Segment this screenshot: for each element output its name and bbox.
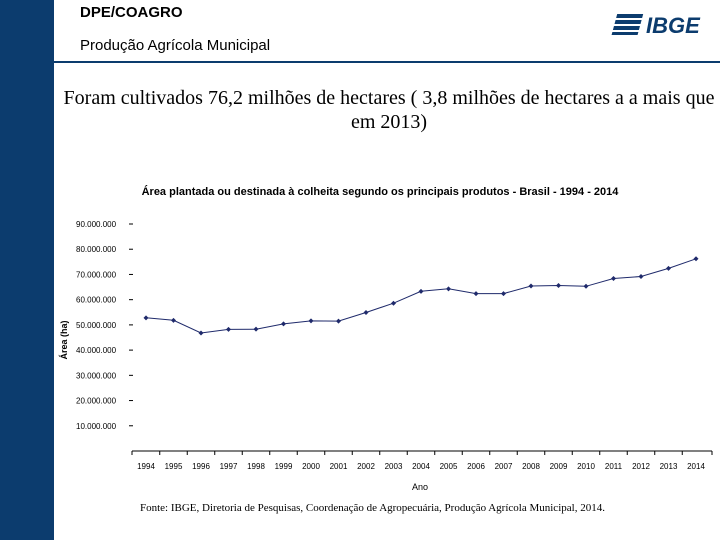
y-tick-label: 70.000.000 <box>76 270 117 279</box>
x-tick-label: 1994 <box>137 462 155 471</box>
x-tick-label: 2001 <box>330 462 348 471</box>
x-axis-label: Ano <box>412 482 428 492</box>
x-tick-label: 2005 <box>440 462 458 471</box>
data-point <box>253 326 259 332</box>
x-tick-label: 2009 <box>550 462 568 471</box>
data-point <box>143 315 149 321</box>
x-tick-label: 1997 <box>220 462 238 471</box>
data-point <box>281 321 286 327</box>
data-point <box>336 318 341 324</box>
data-point <box>473 291 479 297</box>
x-tick-label: 2002 <box>357 462 375 471</box>
header-divider <box>54 61 720 63</box>
x-tick-label: 1998 <box>247 462 265 471</box>
data-point <box>363 310 369 316</box>
x-tick-label: 2014 <box>687 462 705 471</box>
y-tick-label: 60.000.000 <box>76 296 117 305</box>
x-tick-label: 2004 <box>412 462 430 471</box>
data-point <box>446 286 451 292</box>
data-point <box>501 291 506 297</box>
x-tick-label: 2010 <box>577 462 595 471</box>
ibge-logo-text: IBGE <box>646 13 701 37</box>
y-tick-label: 40.000.000 <box>76 346 117 355</box>
x-tick-label: 2013 <box>660 462 678 471</box>
area-chart: Área plantada ou destinada à colheita se… <box>59 185 713 492</box>
x-tick-label: 1995 <box>165 462 183 471</box>
ibge-logo-mark <box>611 14 644 35</box>
ibge-logo: IBGE <box>611 13 701 37</box>
y-tick-label: 30.000.000 <box>76 371 117 380</box>
data-point <box>638 273 644 279</box>
data-point <box>666 265 671 271</box>
y-tick-label: 10.000.000 <box>76 422 117 431</box>
y-tick-label: 90.000.000 <box>76 220 117 229</box>
y-axis-label: Área (ha) <box>59 320 69 359</box>
source-note: Fonte: IBGE, Diretoria de Pesquisas, Coo… <box>140 502 605 514</box>
data-point <box>418 288 424 294</box>
headline: Foram cultivados 76,2 milhões de hectare… <box>63 87 715 133</box>
data-point <box>198 330 204 336</box>
data-point <box>171 317 176 323</box>
y-tick-label: 80.000.000 <box>76 245 117 254</box>
data-point <box>391 300 396 306</box>
x-tick-label: 2007 <box>495 462 513 471</box>
x-tick-label: 2006 <box>467 462 485 471</box>
chart-title: Área plantada ou destinada à colheita se… <box>142 185 620 198</box>
y-tick-label: 20.000.000 <box>76 397 117 406</box>
y-tick-label: 50.000.000 <box>76 321 117 330</box>
series-line <box>145 258 697 334</box>
data-point <box>308 318 314 324</box>
data-point <box>583 283 589 289</box>
data-point <box>556 283 561 289</box>
x-tick-label: 2000 <box>302 462 320 471</box>
x-tick-label: 1996 <box>192 462 210 471</box>
sidebar-band <box>0 0 54 540</box>
data-point <box>611 275 616 281</box>
report-subtitle: Produção Agrícola Municipal <box>80 37 271 54</box>
x-tick-label: 2008 <box>522 462 540 471</box>
data-point <box>528 283 534 289</box>
x-tick-label: 2011 <box>605 462 623 471</box>
data-point <box>693 256 699 262</box>
department-title: DPE/COAGRO <box>80 4 183 21</box>
x-tick-label: 2012 <box>632 462 650 471</box>
x-tick-label: 1999 <box>275 462 293 471</box>
data-point <box>226 326 231 332</box>
x-tick-label: 2003 <box>385 462 403 471</box>
